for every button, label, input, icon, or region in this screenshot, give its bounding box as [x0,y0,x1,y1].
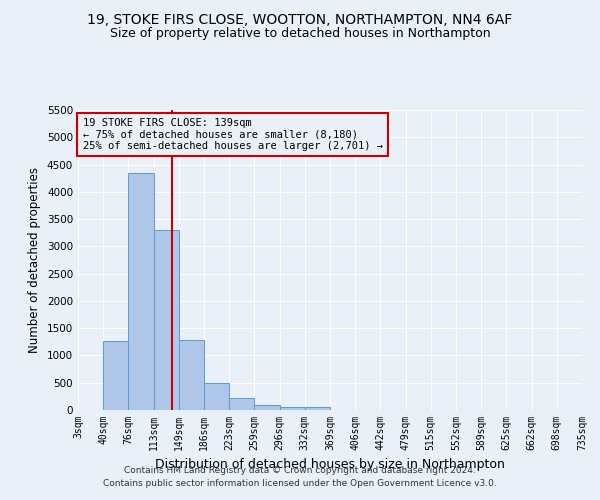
Text: 19, STOKE FIRS CLOSE, WOOTTON, NORTHAMPTON, NN4 6AF: 19, STOKE FIRS CLOSE, WOOTTON, NORTHAMPT… [88,12,512,26]
Text: Size of property relative to detached houses in Northampton: Size of property relative to detached ho… [110,28,490,40]
Bar [254,405,280,410]
Bar [103,340,128,410]
Text: 19 STOKE FIRS CLOSE: 139sqm
← 75% of detached houses are smaller (8,180)
25% of : 19 STOKE FIRS CLOSE: 139sqm ← 75% of det… [83,118,383,151]
Bar [128,174,154,410]
Bar [280,407,305,410]
Y-axis label: Number of detached properties: Number of detached properties [28,167,41,353]
Bar [204,384,229,410]
Bar [229,398,254,410]
Bar [305,407,330,410]
X-axis label: Distribution of detached houses by size in Northampton: Distribution of detached houses by size … [155,458,505,471]
Text: Contains HM Land Registry data © Crown copyright and database right 2024.
Contai: Contains HM Land Registry data © Crown c… [103,466,497,487]
Bar [179,340,204,410]
Bar [154,230,179,410]
